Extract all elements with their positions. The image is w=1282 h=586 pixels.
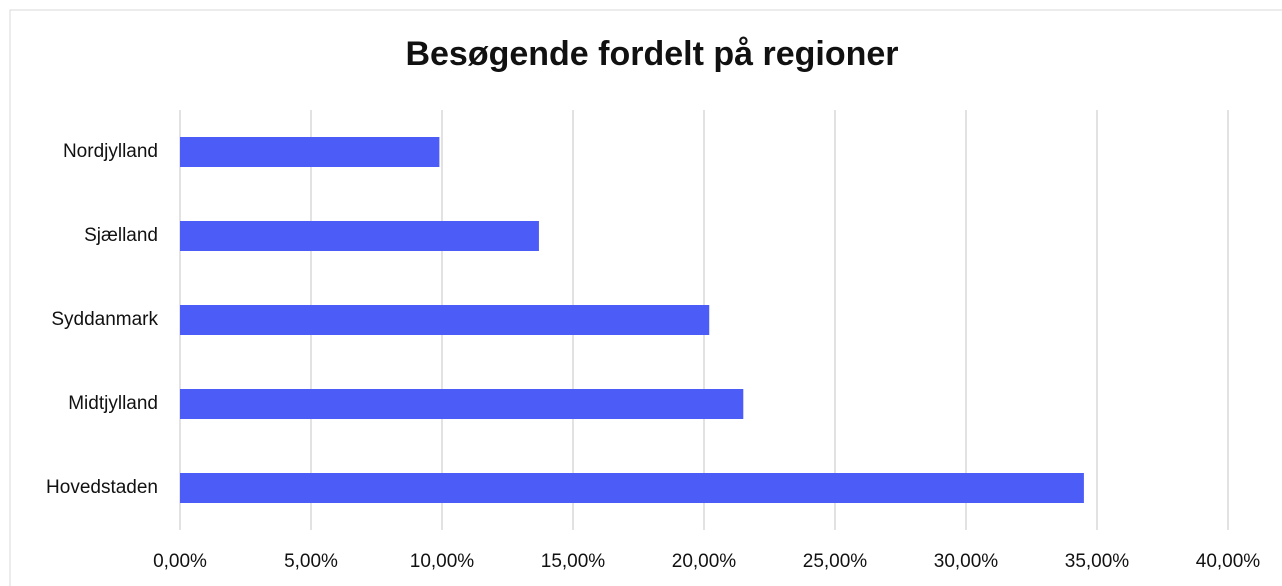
x-tick-label: 40,00% xyxy=(1196,551,1261,572)
x-tick-label: 0,00% xyxy=(153,551,207,572)
x-tick-label: 5,00% xyxy=(284,551,338,572)
y-tick-label: Sjælland xyxy=(84,225,158,246)
bar xyxy=(180,305,710,335)
bar xyxy=(180,137,440,167)
y-tick-label: Midtjylland xyxy=(68,393,158,414)
bar xyxy=(180,389,744,419)
x-tick-label: 25,00% xyxy=(803,551,868,572)
x-tick-label: 30,00% xyxy=(934,551,999,572)
x-tick-label: 15,00% xyxy=(541,551,606,572)
y-tick-label: Syddanmark xyxy=(51,309,158,330)
chart-frame xyxy=(9,9,1282,586)
bar xyxy=(180,221,539,251)
y-tick-label: Hovedstaden xyxy=(46,477,158,498)
y-tick-label: Nordjylland xyxy=(63,141,158,162)
bar xyxy=(180,473,1084,503)
x-tick-label: 35,00% xyxy=(1065,551,1130,572)
x-tick-label: 20,00% xyxy=(672,551,737,572)
x-tick-label: 10,00% xyxy=(410,551,475,572)
chart-title: Besøgende fordelt på regioner xyxy=(405,35,898,73)
